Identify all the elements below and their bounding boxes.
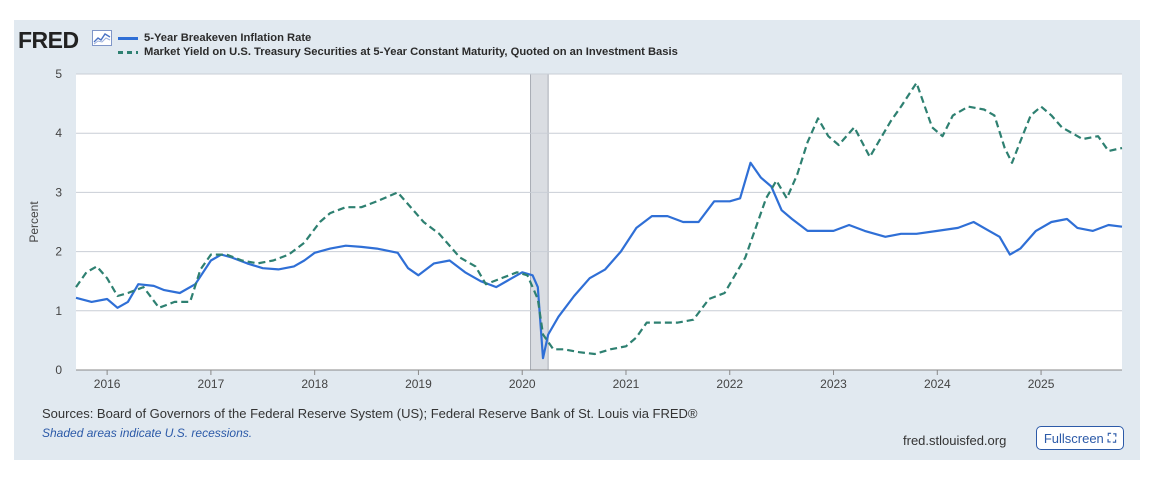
fred-logo[interactable]: FRED	[18, 27, 79, 53]
recession-note: Shaded areas indicate U.S. recessions.	[42, 426, 253, 440]
chart-legend: 5-Year Breakeven Inflation Rate Market Y…	[118, 31, 678, 59]
chart-header: FRED 5-Year Breakeven Inflation Rate Mar…	[14, 26, 1140, 62]
x-tick-label: 2021	[613, 377, 640, 391]
recession-band	[530, 73, 549, 371]
line-chart-icon	[92, 30, 112, 46]
x-tick-label: 2017	[198, 377, 225, 391]
x-tick-label: 2020	[509, 377, 536, 391]
legend-swatch-solid	[118, 36, 138, 40]
x-tick-label: 2019	[405, 377, 432, 391]
y-tick-label: 3	[55, 185, 62, 199]
y-tick-label: 1	[55, 304, 62, 318]
x-tick-label: 2025	[1028, 377, 1055, 391]
y-axis-label: Percent	[27, 201, 41, 243]
sources-text: Sources: Board of Governors of the Feder…	[42, 406, 698, 421]
x-tick-label: 2016	[94, 377, 121, 391]
x-tick-label: 2018	[301, 377, 328, 391]
x-tick-label: 2023	[820, 377, 847, 391]
plot-area	[76, 74, 1122, 370]
recession-shading-group	[530, 73, 549, 371]
chart-footer: Sources: Board of Governors of the Feder…	[42, 406, 698, 440]
x-tick-label: 2022	[716, 377, 743, 391]
y-tick-label: 2	[55, 245, 62, 259]
y-tick-label: 5	[55, 67, 62, 81]
fullscreen-button[interactable]: Fullscreen ⛶	[1036, 426, 1124, 450]
legend-label: 5-Year Breakeven Inflation Rate	[144, 32, 312, 44]
expand-icon: ⛶	[1107, 430, 1117, 445]
y-tick-label: 4	[55, 126, 62, 140]
y-tick-label: 0	[55, 363, 62, 377]
series-group	[75, 81, 1123, 360]
x-axis-ticks: 2016 2017 2018 2019 2020 2021 2022 2023 2024 2025	[76, 369, 1122, 391]
y-axis-ticks: 0 1 2 3 4 5	[55, 67, 62, 377]
x-tick-label: 2024	[924, 377, 951, 391]
site-url[interactable]: fred.stlouisfed.org	[903, 433, 1007, 448]
fullscreen-label: Fullscreen	[1043, 430, 1104, 446]
series-line-treasury-yield	[75, 81, 1123, 356]
legend-item-treasury-yield[interactable]: Market Yield on U.S. Treasury Securities…	[118, 45, 678, 59]
legend-item-breakeven[interactable]: 5-Year Breakeven Inflation Rate	[118, 31, 678, 45]
chart-panel: FRED 5-Year Breakeven Inflation Rate Mar…	[14, 20, 1140, 460]
legend-label: Market Yield on U.S. Treasury Securities…	[144, 46, 678, 58]
legend-swatch-dashed	[118, 50, 138, 54]
